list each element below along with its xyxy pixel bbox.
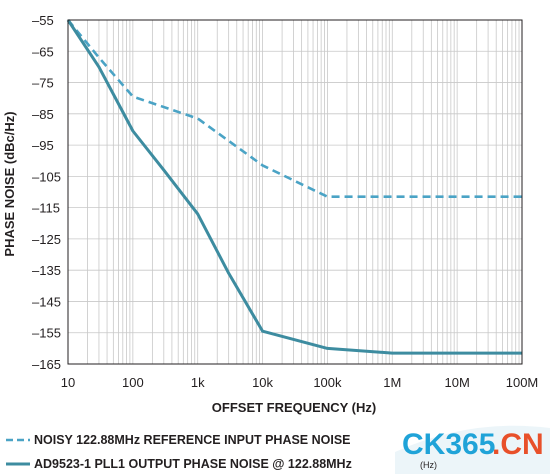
y-tick-label: –85: [32, 107, 54, 122]
ck365-watermark: (Hz) CK365 .CN: [395, 425, 550, 474]
legend-item-reference: NOISY 122.88MHz REFERENCE INPUT PHASE NO…: [6, 433, 351, 447]
x-tick-label: 100k: [313, 375, 342, 390]
x-tick-label: 10k: [252, 375, 273, 390]
x-tick-label: 1M: [383, 375, 401, 390]
y-tick-labels: –55 –65 –75 –85 –95 –105 –115 –125 –135 –145 –155 –…: [32, 13, 61, 372]
y-tick-label: –135: [32, 263, 61, 278]
y-axis-label: PHASE NOISE (dBc/Hz): [2, 111, 17, 256]
x-tick-label: 100: [122, 375, 144, 390]
legend: NOISY 122.88MHz REFERENCE INPUT PHASE NO…: [6, 433, 352, 471]
x-tick-label: 10M: [444, 375, 469, 390]
legend-item-pll1-output: AD9523-1 PLL1 OUTPUT PHASE NOISE @ 122.8…: [6, 457, 352, 471]
x-tick-label: 100M: [506, 375, 539, 390]
y-tick-label: –165: [32, 357, 61, 372]
y-tick-label: –95: [32, 138, 54, 153]
y-tick-label: –75: [32, 76, 54, 91]
y-tick-label: –55: [32, 13, 54, 28]
y-tick-label: –145: [32, 294, 61, 309]
plot-frame: [67, 19, 523, 365]
y-tick-label: –105: [32, 169, 61, 184]
x-tick-labels: 10 100 1k 10k 100k 1M 10M 100M: [61, 375, 539, 390]
x-axis-label: OFFSET FREQUENCY (Hz): [212, 400, 376, 415]
x-tick-label: 1k: [191, 375, 205, 390]
watermark-sub: (Hz): [420, 460, 437, 470]
grid-lines: [67, 19, 522, 365]
y-tick-label: –125: [32, 232, 61, 247]
watermark-swoosh: [395, 425, 550, 474]
series-lines: [66, 19, 522, 355]
legend-label-reference: NOISY 122.88MHz REFERENCE INPUT PHASE NO…: [34, 433, 351, 447]
x-tick-label: 10: [61, 375, 75, 390]
watermark-text-cn: .CN: [492, 428, 544, 461]
legend-label-pll1-output: AD9523-1 PLL1 OUTPUT PHASE NOISE @ 122.8…: [34, 457, 352, 471]
series-line-pll1-output: [66, 19, 522, 355]
series-line-reference-input: [66, 19, 522, 198]
y-tick-label: –65: [32, 44, 54, 59]
watermark-text-ck365: CK365: [402, 428, 495, 461]
y-tick-label: –155: [32, 326, 61, 341]
y-tick-label: –115: [32, 201, 60, 216]
